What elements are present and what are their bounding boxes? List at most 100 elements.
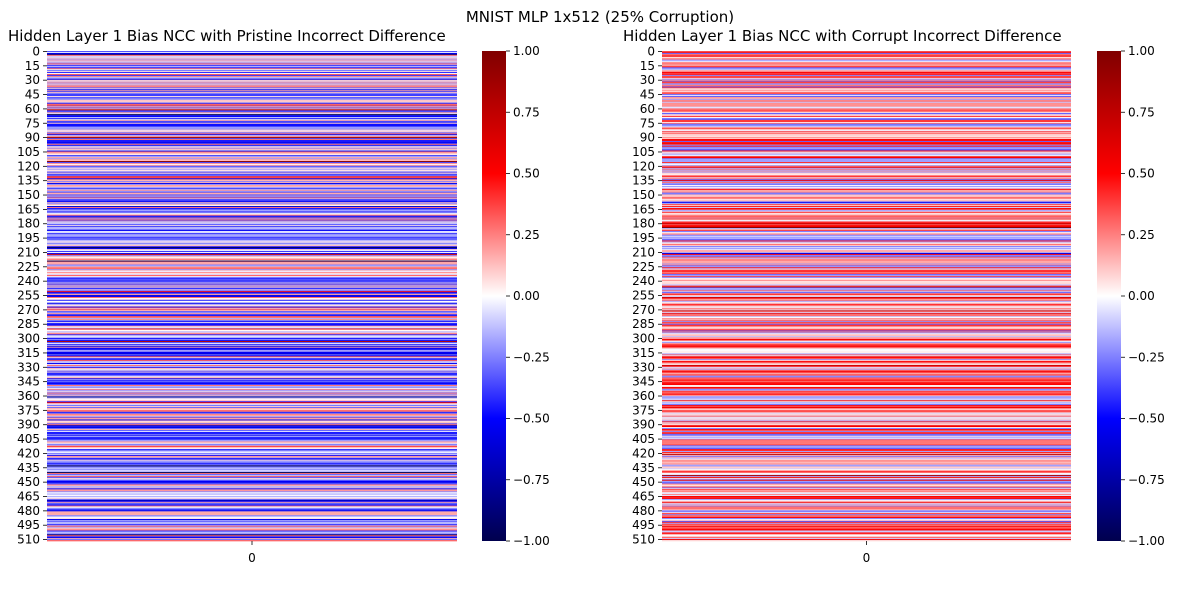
heatmap-cell <box>47 417 457 419</box>
heatmap-cell <box>662 432 1071 435</box>
heatmap-cell <box>47 531 457 533</box>
heatmap-cell <box>47 504 457 506</box>
heatmap-cell <box>47 496 457 498</box>
y-tick-label: 360 <box>17 389 40 403</box>
heatmap-cell <box>47 61 457 63</box>
heatmap-cell <box>662 362 1071 365</box>
heatmap-cell <box>47 389 457 392</box>
heatmap-cell <box>47 139 457 141</box>
heatmap-cell <box>662 115 1071 117</box>
colorbar-tick-label: 0.50 <box>513 167 540 181</box>
heatmap-cell <box>47 402 457 404</box>
heatmap-cell <box>662 442 1071 444</box>
heatmap-cell <box>47 199 457 201</box>
heatmap-cell <box>662 400 1071 402</box>
heatmap-cell <box>662 282 1071 284</box>
heatmap-cell <box>662 340 1071 342</box>
heatmap-cell <box>662 270 1071 272</box>
heatmap-cell <box>662 155 1071 157</box>
y-tick-label: 75 <box>640 116 655 130</box>
heatmap-cell <box>47 427 457 429</box>
heatmap-cell <box>662 203 1071 205</box>
heatmap-cell <box>47 192 457 194</box>
heatmap-cell <box>47 321 457 324</box>
heatmap-cell <box>47 138 457 140</box>
heatmap-cell <box>662 451 1071 454</box>
heatmap-cell <box>662 260 1071 262</box>
heatmap-cell <box>47 354 457 356</box>
heatmap-cell <box>47 246 457 248</box>
heatmap-cell <box>662 418 1071 420</box>
heatmap-cell <box>47 141 457 144</box>
heatmap-cell <box>662 374 1071 376</box>
heatmap-cell <box>47 309 457 311</box>
heatmap-cell <box>47 52 457 55</box>
y-tick-label: 375 <box>632 403 655 417</box>
heatmap-cell <box>47 369 457 371</box>
colorbar-tick-label: 0.75 <box>513 105 540 119</box>
heatmap-cell <box>47 137 457 139</box>
heatmap-cell <box>662 190 1071 193</box>
heatmap-cell <box>47 357 457 359</box>
heatmap-cell <box>47 403 457 405</box>
heatmap-cell <box>47 268 457 270</box>
heatmap-cell <box>47 539 457 541</box>
heatmap-cell <box>47 308 457 310</box>
heatmap-cell <box>47 203 457 205</box>
heatmap-cell <box>47 147 457 149</box>
heatmap-cell <box>662 449 1071 451</box>
heatmap-cell <box>662 519 1071 522</box>
heatmap-cell <box>662 291 1071 293</box>
heatmap-cell <box>47 275 457 278</box>
y-tick-label: 270 <box>17 303 40 317</box>
y-tick-label: 15 <box>25 59 40 73</box>
heatmap-cell <box>662 112 1071 114</box>
heatmap-cell <box>47 110 457 112</box>
heatmap-cell <box>662 334 1071 336</box>
heatmap-cell <box>47 453 457 456</box>
right-panel-title: Hidden Layer 1 Bias NCC with Corrupt Inc… <box>623 27 1062 45</box>
heatmap-cell <box>47 476 457 479</box>
heatmap-cell <box>47 488 457 490</box>
heatmap-cell <box>662 472 1071 474</box>
y-tick-label: 195 <box>17 231 40 245</box>
heatmap-cell <box>662 426 1071 428</box>
heatmap-cell <box>47 117 457 119</box>
heatmap-cell <box>662 71 1071 73</box>
heatmap-cell <box>47 55 457 58</box>
heatmap-cell <box>662 105 1071 107</box>
heatmap-cell <box>47 319 457 322</box>
heatmap-cell <box>662 530 1071 532</box>
heatmap-cell <box>662 533 1071 535</box>
y-tick-label: 0 <box>647 44 655 58</box>
heatmap-cell <box>662 157 1071 159</box>
heatmap-cell <box>662 365 1071 368</box>
heatmap-cell <box>47 510 457 512</box>
heatmap-cell <box>47 167 457 170</box>
heatmap-cell <box>662 416 1071 418</box>
heatmap-cell <box>47 269 457 271</box>
heatmap-cell <box>47 123 457 126</box>
heatmap-cell <box>662 421 1071 423</box>
heatmap-cell <box>662 456 1071 459</box>
heatmap-cell <box>47 222 457 224</box>
heatmap-cell <box>662 281 1071 283</box>
heatmap-cell <box>662 483 1071 485</box>
heatmap-cell <box>47 521 457 524</box>
heatmap-cell <box>662 162 1071 165</box>
heatmap-cell <box>47 194 457 196</box>
heatmap-cell <box>47 329 457 331</box>
heatmap-cell <box>47 343 457 346</box>
heatmap-cell <box>662 419 1071 421</box>
heatmap-cell <box>47 212 457 215</box>
heatmap-cell <box>47 317 457 319</box>
heatmap-cell <box>662 99 1071 102</box>
heatmap-cell <box>662 147 1071 149</box>
heatmap-cell <box>662 382 1071 384</box>
heatmap-cell <box>662 297 1071 300</box>
y-tick-label: 450 <box>17 475 40 489</box>
heatmap-cell <box>47 227 457 229</box>
heatmap-cell <box>47 240 457 242</box>
heatmap-cell <box>662 507 1071 509</box>
heatmap-cell <box>662 511 1071 513</box>
